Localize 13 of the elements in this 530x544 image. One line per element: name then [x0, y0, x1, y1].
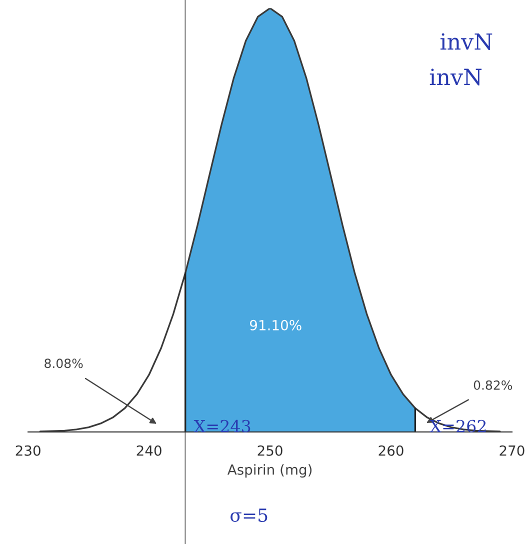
annotation: X=243 [194, 420, 250, 432]
annotation: 0.82% [474, 380, 512, 390]
x-tick-label: 240 [136, 445, 162, 456]
annotation: 8.08% [44, 358, 83, 368]
x-tick-label: 250 [258, 445, 282, 456]
annotation: 91.10% [250, 320, 302, 330]
x-tick-label: 230 [16, 445, 40, 456]
annotation: invN [430, 68, 482, 86]
x-tick-label: 270 [500, 445, 524, 456]
x-axis-title: Aspirin (mg) [227, 464, 312, 478]
text: σ=5 [230, 508, 268, 522]
annotation: invN [440, 33, 492, 50]
x-tick-label: 260 [378, 445, 404, 456]
